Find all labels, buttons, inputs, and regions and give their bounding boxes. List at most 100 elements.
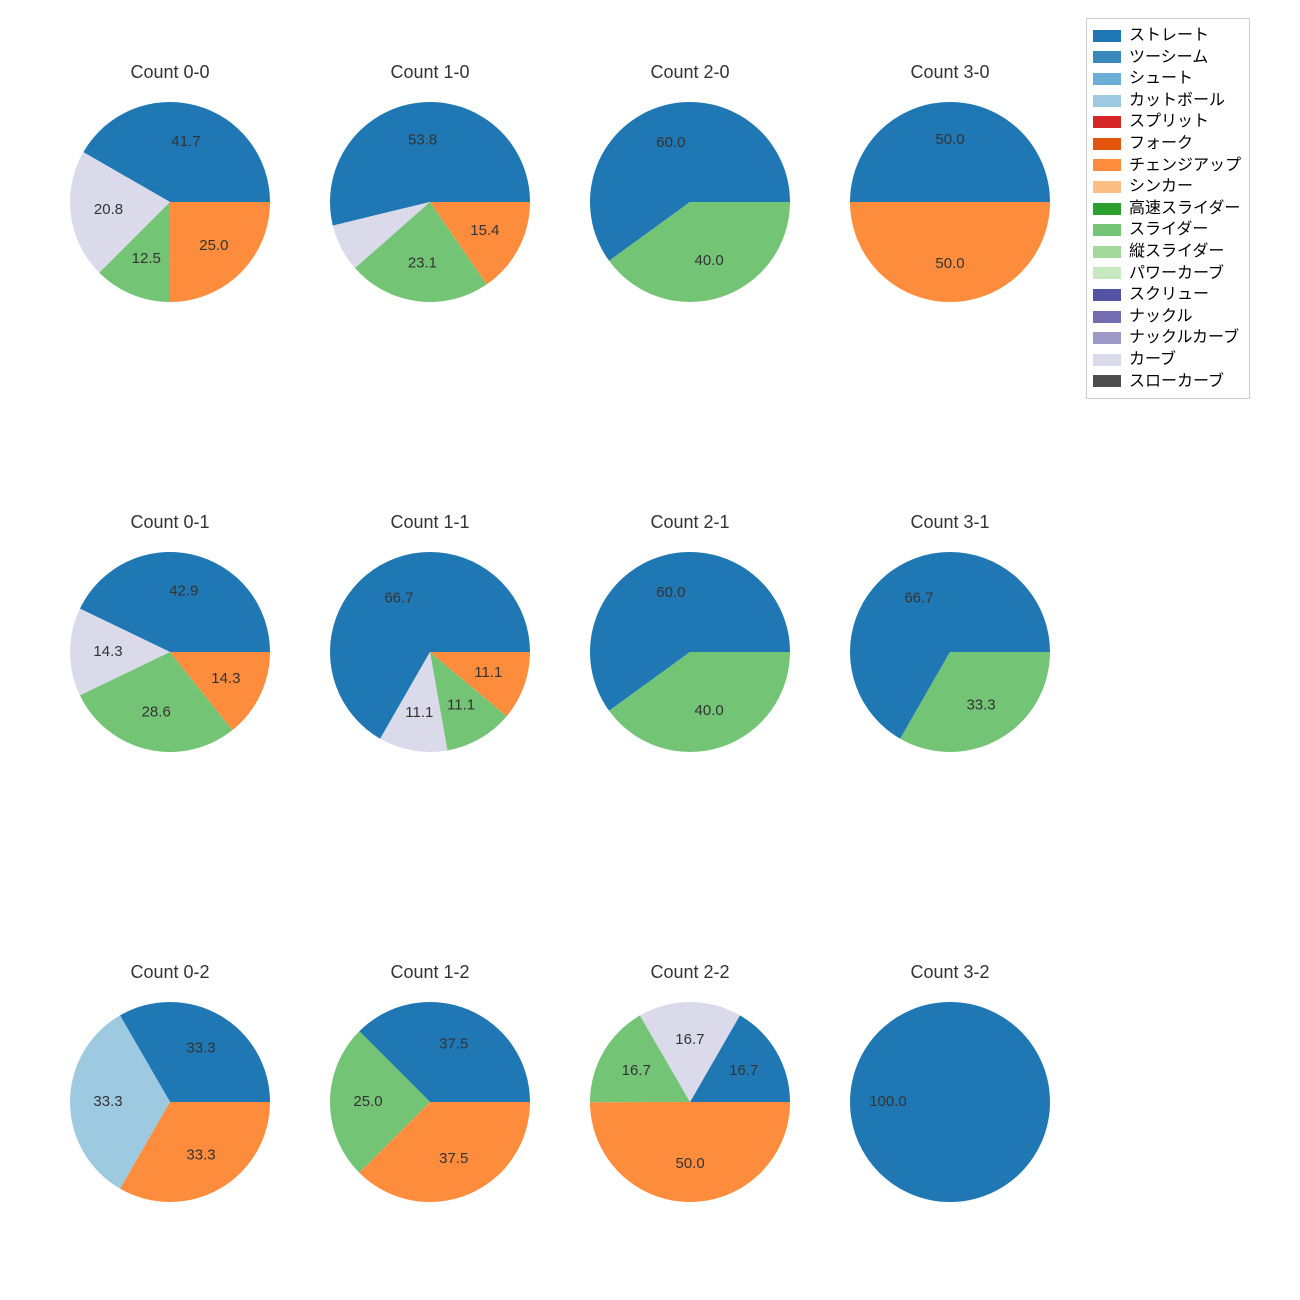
pie-body: 41.720.812.525.0 (68, 100, 272, 304)
chart-title: Count 3-2 (820, 962, 1080, 983)
pie-slice-label: 15.4 (470, 222, 499, 239)
legend-label: パワーカーブ (1129, 263, 1224, 285)
chart-grid: Count 0-041.720.812.525.0Count 1-053.823… (0, 0, 1300, 1300)
legend-swatch (1093, 289, 1121, 301)
legend-label: スプリット (1129, 111, 1209, 133)
legend-item: カーブ (1093, 349, 1241, 371)
pie-body: 16.716.716.750.0 (588, 1000, 792, 1204)
chart-title: Count 1-0 (300, 62, 560, 83)
pie-slice-label: 40.0 (695, 252, 724, 269)
pie-chart: Count 1-166.711.111.111.1 (300, 530, 560, 790)
pie-body: 66.7 33.3 (848, 550, 1052, 754)
legend-item: ツーシーム (1093, 47, 1241, 69)
pie-slice-label: 37.5 (439, 1036, 468, 1053)
pie-slice-label: 100.0 (869, 1093, 907, 1110)
pie-chart: Count 2-160.040.0 (560, 530, 820, 790)
pie-slice-label: 50.0 (935, 131, 964, 148)
pie-slice-label: 11.1 (447, 697, 475, 714)
legend: ストレートツーシームシュートカットボールスプリットフォークチェンジアップシンカー… (1086, 18, 1250, 399)
pie-body: 60.040.0 (588, 550, 792, 754)
pie-slice-label: 23.1 (408, 255, 437, 272)
legend-item: チェンジアップ (1093, 155, 1241, 177)
pie-body: 37.5 25.0 37.5 (328, 1000, 532, 1204)
legend-item: シンカー (1093, 176, 1241, 198)
legend-item: ナックルカーブ (1093, 327, 1241, 349)
pie-chart: Count 3-2100.0 (820, 980, 1080, 1240)
pie-slice-label: 53.8 (408, 131, 437, 148)
pie-slice-label: 14.3 (211, 670, 240, 687)
pie-slice-label: 60.0 (656, 134, 685, 151)
pie-slice-label: 16.7 (622, 1062, 651, 1079)
legend-swatch (1093, 51, 1121, 63)
chart-title: Count 0-0 (40, 62, 300, 83)
pie-body: 42.9 14.3 28.6 14.3 (68, 550, 272, 754)
legend-label: ナックルカーブ (1129, 327, 1239, 349)
pie-slice (590, 1102, 790, 1202)
pie-slice-label: 11.1 (405, 704, 433, 721)
pie-chart: Count 0-041.720.812.525.0 (40, 80, 300, 340)
legend-item: ストレート (1093, 25, 1241, 47)
chart-title: Count 3-0 (820, 62, 1080, 83)
legend-swatch (1093, 138, 1121, 150)
pie-slice-label: 28.6 (142, 703, 171, 720)
pie-slice-label: 50.0 (935, 255, 964, 272)
legend-swatch (1093, 30, 1121, 42)
legend-label: ストレート (1129, 25, 1209, 47)
legend-swatch (1093, 95, 1121, 107)
pie-chart: Count 0-233.333.333.3 (40, 980, 300, 1240)
chart-title: Count 0-1 (40, 512, 300, 533)
pie-slice-label: 50.0 (675, 1155, 704, 1172)
pie-body: 50.0 50.0 (848, 100, 1052, 304)
pie-slice-label: 33.3 (966, 697, 995, 714)
legend-label: ナックル (1129, 306, 1193, 328)
pie-slice-label: 16.7 (729, 1062, 758, 1079)
pie-chart: Count 2-216.716.716.750.0 (560, 980, 820, 1240)
pie-slice-label: 33.3 (93, 1093, 122, 1110)
legend-item: スプリット (1093, 111, 1241, 133)
legend-swatch (1093, 246, 1121, 258)
legend-label: チェンジアップ (1129, 155, 1241, 177)
chart-title: Count 1-2 (300, 962, 560, 983)
legend-swatch (1093, 332, 1121, 344)
pie-slice-label: 33.3 (186, 1147, 215, 1164)
pie-slice-label: 11.1 (474, 664, 502, 681)
legend-label: シンカー (1129, 176, 1193, 198)
legend-label: シュート (1129, 68, 1193, 90)
legend-item: スクリュー (1093, 284, 1241, 306)
legend-swatch (1093, 73, 1121, 85)
pie-body: 66.711.111.111.1 (328, 550, 532, 754)
legend-item: スローカーブ (1093, 371, 1241, 393)
pie-slice-label: 37.5 (439, 1150, 468, 1167)
pie-slice-label: 66.7 (904, 589, 933, 606)
legend-label: 縦スライダー (1129, 241, 1224, 263)
legend-label: スクリュー (1129, 284, 1209, 306)
legend-item: フォーク (1093, 133, 1241, 155)
legend-item: 縦スライダー (1093, 241, 1241, 263)
pie-body: 53.8 23.1 15.4 (328, 100, 532, 304)
legend-item: シュート (1093, 68, 1241, 90)
legend-label: フォーク (1129, 133, 1193, 155)
pie-slice (850, 102, 1050, 202)
legend-swatch (1093, 181, 1121, 193)
pie-chart: Count 3-050.050.0 (820, 80, 1080, 340)
pie-chart: Count 1-237.525.037.5 (300, 980, 560, 1240)
legend-label: スローカーブ (1129, 371, 1224, 393)
pie-slice-label: 12.5 (132, 250, 161, 267)
legend-swatch (1093, 375, 1121, 387)
chart-title: Count 1-1 (300, 512, 560, 533)
legend-swatch (1093, 311, 1121, 323)
legend-item: スライダー (1093, 219, 1241, 241)
pie-chart: Count 2-060.040.0 (560, 80, 820, 340)
pie-slice-label: 20.8 (94, 201, 123, 218)
legend-label: カットボール (1129, 90, 1225, 112)
chart-title: Count 2-2 (560, 962, 820, 983)
legend-label: カーブ (1129, 349, 1176, 371)
pie-slice-label: 25.0 (353, 1093, 382, 1110)
pie-body: 100.0 (848, 1000, 1052, 1204)
legend-item: カットボール (1093, 90, 1241, 112)
pie-body: 60.0 40.0 (588, 100, 792, 304)
pie-slice-label: 14.3 (93, 643, 122, 660)
pie-chart: Count 1-053.823.115.4 (300, 80, 560, 340)
pie-slice-label: 42.9 (169, 583, 198, 600)
pie-chart: Count 0-142.914.328.614.3 (40, 530, 300, 790)
